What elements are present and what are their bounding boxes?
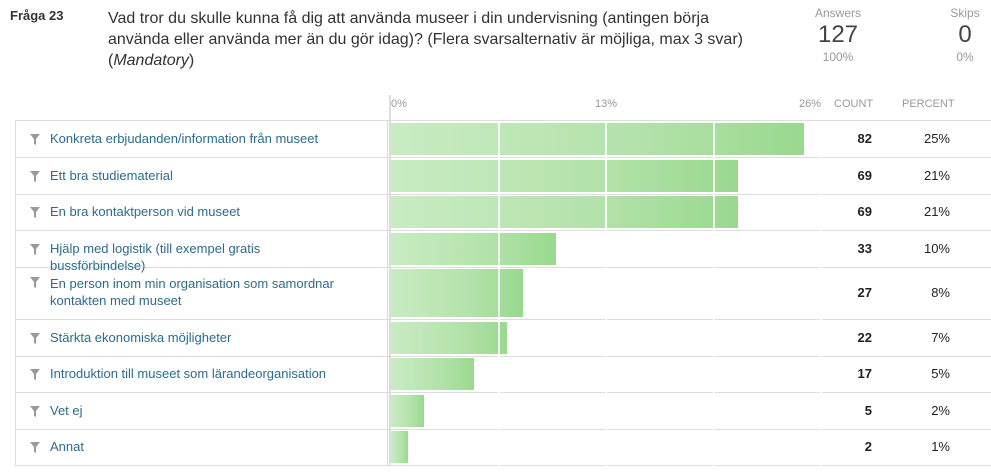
filter-glyph [30, 207, 40, 218]
percent: 7% [931, 329, 950, 345]
count: 22 [857, 329, 872, 345]
grid-line [389, 95, 391, 466]
bar [391, 123, 805, 155]
filter-icon [30, 205, 40, 218]
bar [391, 196, 739, 228]
filter-icon [30, 132, 40, 145]
bar [391, 269, 524, 317]
grid-line [820, 121, 822, 466]
row-label: Introduktion till museet som lärandeorga… [50, 366, 327, 381]
percent: 25% [923, 131, 950, 146]
filter-icon [30, 440, 40, 453]
row-border [15, 465, 991, 466]
percent: 1% [931, 439, 950, 454]
filter-icon [30, 275, 40, 288]
row-label: Stärkta ekonomiska möjligheter [50, 329, 232, 345]
question: Vad tror du skulle kunna få dig att anvä… [108, 8, 773, 71]
count: 82 [857, 131, 872, 146]
answers-label: Answers [814, 6, 861, 20]
filter-icon [30, 367, 40, 380]
percent: 21% [923, 167, 950, 183]
filter-glyph [30, 243, 40, 255]
row-border [15, 392, 991, 393]
answers-percent: 100% [822, 50, 854, 64]
minor-grid-line [712, 121, 715, 466]
answers-box: Answers 127 100% [788, 6, 888, 64]
bar [391, 358, 474, 390]
row-border [15, 428, 991, 430]
skips-label: Skips [950, 6, 980, 20]
count: 5 [864, 402, 872, 418]
count: 17 [857, 366, 872, 381]
row-border [15, 355, 991, 357]
filter-glyph [30, 442, 40, 453]
skips-box: Skips 0 0% [915, 6, 991, 64]
row-label: Annat [50, 439, 84, 454]
row-label: Ett bra studiematerial [50, 167, 173, 183]
filter-glyph [30, 277, 40, 288]
filter-glyph [30, 170, 40, 182]
percent: 10% [923, 240, 950, 256]
row-label: Vet ej [50, 402, 83, 418]
count: 69 [857, 167, 872, 183]
row-border [15, 157, 991, 158]
percent: 8% [931, 285, 950, 300]
bar [391, 159, 739, 192]
filter-icon [30, 169, 40, 182]
filter-icon [30, 242, 40, 255]
row-label: En person inom min organisation som samo… [50, 276, 334, 308]
count: 2 [864, 439, 872, 454]
x-tick-label: 26% [798, 98, 821, 110]
filter-icon [30, 331, 40, 344]
answers: 127 [817, 21, 859, 48]
percent-header: PERCENT [902, 98, 955, 110]
question-text: Vad tror du skulle kunna få dig att anvä… [108, 10, 743, 69]
filter-glyph [30, 134, 40, 145]
row-label: En bra kontaktperson vid museet [50, 204, 241, 219]
filter-glyph [30, 405, 40, 417]
bar [391, 394, 425, 427]
count: 27 [857, 285, 872, 300]
count-header: COUNT [834, 98, 874, 110]
x-tick-label: 0% [391, 98, 407, 110]
skips-percent: 0% [956, 50, 974, 64]
grid-line [605, 121, 607, 466]
label-column-border [15, 121, 388, 466]
mandatory: Mandatory [113, 52, 189, 69]
row-border [15, 266, 991, 268]
row-border [15, 230, 991, 231]
filter-icon [30, 404, 40, 417]
percent: 21% [923, 204, 950, 219]
row-border [15, 319, 991, 320]
skips: 0 [958, 21, 972, 48]
count: 33 [857, 240, 872, 256]
row-label: Hjälp med logistik (till exempel gratis … [50, 240, 261, 273]
minor-grid-line [497, 121, 500, 466]
count: 69 [857, 204, 872, 219]
question-end: ) [188, 52, 195, 69]
top-border [15, 120, 991, 121]
x-tick-label: 13% [594, 98, 618, 110]
row-border [15, 193, 991, 195]
filter-glyph [30, 369, 40, 380]
percent: 5% [931, 366, 950, 381]
percent: 2% [931, 402, 950, 418]
bar [391, 321, 507, 354]
question-number: Fråga 23 [10, 8, 64, 23]
row-label: Konkreta erbjudanden/information från mu… [50, 131, 319, 146]
bar [391, 232, 557, 265]
bar [391, 431, 408, 463]
filter-glyph [30, 332, 40, 344]
